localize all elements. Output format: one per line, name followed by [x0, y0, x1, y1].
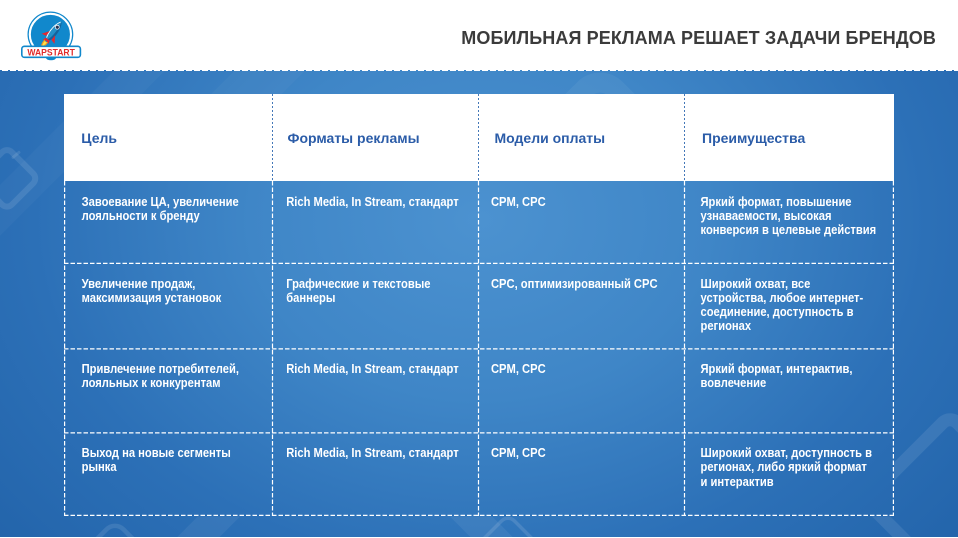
- svg-text:WAPSTART: WAPSTART: [27, 47, 75, 57]
